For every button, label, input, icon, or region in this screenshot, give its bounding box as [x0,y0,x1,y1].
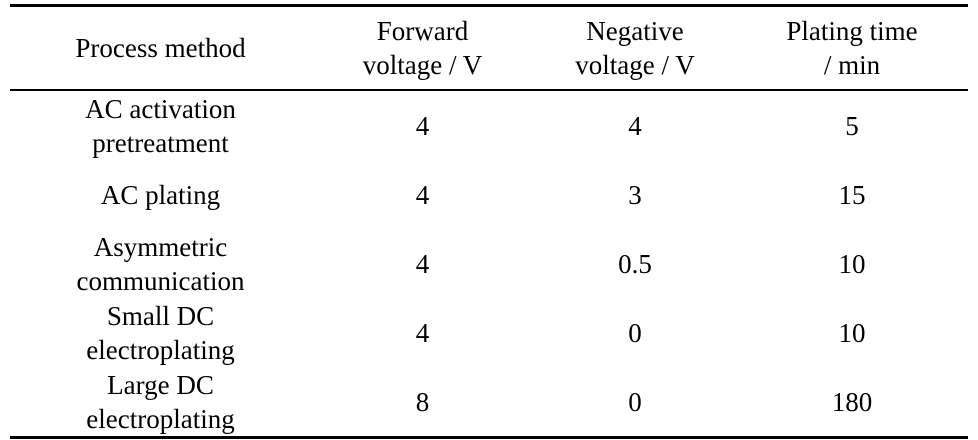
table-body: AC activation pretreatment 4 4 5 AC plat… [10,90,968,438]
cell-forward-voltage: 4 [415,179,430,210]
cell-plating-time: 5 [845,110,859,141]
header-forward-voltage: Forward voltage / V [311,6,534,91]
cell-forward-voltage: 4 [415,317,430,348]
header-negative-voltage: Negative voltage / V [534,6,736,91]
cell-process-method: AC activation pretreatment [10,90,311,160]
method-line: electroplating [86,334,235,365]
header-process-method: Process method [10,6,311,91]
table-row: AC activation pretreatment 4 4 5 [10,90,968,160]
cell-negative-voltage: 0 [628,386,642,417]
header-negative-voltage-line2: voltage / V [575,50,695,80]
header-negative-voltage-line1: Negative [586,16,684,46]
method-line: Large DC [107,369,214,400]
method-line: AC activation [85,93,236,124]
cell-forward-voltage: 4 [415,248,430,279]
cell-process-method: AC plating [10,160,311,229]
cell-plating-time: 10 [838,248,866,279]
table-row: Large DC electroplating 8 0 180 [10,367,968,438]
header-forward-voltage-line1: Forward [376,16,469,46]
cell-process-method: Small DC electroplating [10,298,311,367]
cell-plating-time: 10 [838,317,866,348]
table-row: AC plating 4 3 15 [10,160,968,229]
method-line: Small DC [106,300,215,331]
cell-forward-voltage: 8 [415,386,430,417]
table-row: Asymmetric communication 4 0.5 10 [10,229,968,298]
header-plating-time-line1: Plating time [786,16,918,46]
table-row: Small DC electroplating 4 0 10 [10,298,968,367]
process-parameters-table: Process method Forward voltage / V Negat… [10,4,968,439]
method-line: communication [76,265,245,296]
cell-negative-voltage: 4 [628,110,642,141]
cell-process-method: Large DC electroplating [10,367,311,438]
cell-plating-time: 15 [838,179,866,210]
header-plating-time: Plating time / min [736,6,968,91]
table-header: Process method Forward voltage / V Negat… [10,5,968,91]
header-row: Process method Forward voltage / V Negat… [10,5,968,91]
cell-negative-voltage: 3 [628,179,642,210]
cell-process-method: Asymmetric communication [10,229,311,298]
cell-forward-voltage: 4 [415,110,430,141]
cell-plating-time: 180 [831,386,873,417]
method-line: AC plating [100,179,221,210]
process-table-container: Process method Forward voltage / V Negat… [10,4,968,439]
cell-negative-voltage: 0.5 [618,248,652,279]
header-process-method-label: Process method [75,33,246,63]
method-line: Asymmetric [93,231,228,262]
cell-negative-voltage: 0 [628,317,642,348]
header-forward-voltage-line2: voltage / V [362,50,483,80]
method-line: electroplating [86,403,235,434]
method-line: pretreatment [92,127,229,158]
header-plating-time-line2: / min [823,50,881,80]
